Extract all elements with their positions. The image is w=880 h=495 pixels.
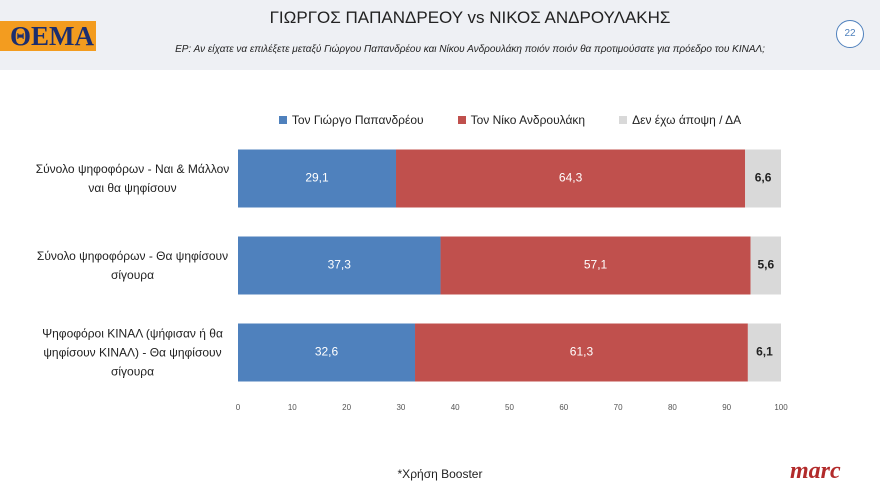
data-label: 5,6 [757, 258, 774, 272]
logo: ΘΕΜΑ [0, 21, 96, 51]
footnote: *Χρήση Booster [397, 467, 483, 481]
bar-segment [238, 236, 441, 295]
bar-segment [238, 323, 416, 382]
x-tick-label: 100 [774, 403, 788, 412]
data-label: 6,1 [756, 345, 773, 359]
legend-item: Τον Νίκο Ανδρουλάκη [457, 113, 586, 127]
x-tick-label: 60 [559, 403, 568, 412]
data-label: 57,1 [584, 258, 608, 272]
x-tick-label: 50 [505, 403, 514, 412]
x-tick-label: 30 [396, 403, 405, 412]
data-label: 61,3 [570, 345, 594, 359]
chart-title: ΓΙΩΡΓΟΣ ΠΑΠΑΝΔΡΕΟΥ vs ΝΙΚΟΣ ΑΝΔΡΟΥΛΑΚΗΣ [269, 8, 671, 27]
x-tick-label: 40 [451, 403, 460, 412]
bar-segment [396, 149, 746, 208]
y-tick-label: Σύνολο ψηφοφόρων - Θα ψηφίσουν σίγουρα [36, 248, 229, 282]
data-label: 37,3 [328, 258, 352, 272]
legend-label: Τον Γιώργο Παπανδρέου [291, 113, 424, 127]
legend-item: Δεν έχω άποψη / ΔΑ [619, 113, 741, 127]
header [0, 0, 880, 70]
page-number: 22 [836, 20, 864, 48]
x-tick-label: 20 [342, 403, 351, 412]
bar-segment [238, 149, 397, 208]
data-label: 64,3 [559, 171, 583, 185]
x-tick-label: 80 [668, 403, 677, 412]
legend-label: Τον Νίκο Ανδρουλάκη [470, 113, 586, 127]
legend-swatch [619, 116, 628, 124]
legend-label: Δεν έχω άποψη / ΔΑ [632, 113, 742, 127]
x-tick-label: 70 [614, 403, 623, 412]
brand: marc [790, 458, 841, 484]
y-tick-label: Σύνολο ψηφοφόρων - Ναι & Μάλλον ναι θα ψ… [35, 161, 230, 195]
bar-segment [440, 236, 751, 295]
legend-swatch [278, 116, 287, 124]
legend-swatch [457, 116, 466, 124]
bar-segment [750, 236, 781, 295]
data-label: 29,1 [305, 171, 329, 185]
bar-segment [747, 323, 781, 382]
x-tick-label: 0 [236, 403, 241, 412]
bar-segment [745, 149, 781, 208]
x-tick-label: 90 [722, 403, 731, 412]
data-label: 6,6 [755, 171, 772, 185]
bar-segment [415, 323, 748, 382]
y-tick-label: Ψηφοφόροι ΚΙΝΑΛ (ψήφισαν ή θα ψηφίσουν Κ… [42, 326, 223, 378]
data-label: 32,6 [315, 345, 339, 359]
legend: Τον Γιώργο Παπανδρέου Τον Νίκο Ανδρουλάκη… [230, 113, 790, 127]
legend-item: Τον Γιώργο Παπανδρέου [278, 113, 424, 127]
subtitle: ΕΡ: Αν είχατε να επιλέξετε μεταξύ Γιώργο… [175, 44, 765, 55]
x-tick-label: 10 [288, 403, 297, 412]
